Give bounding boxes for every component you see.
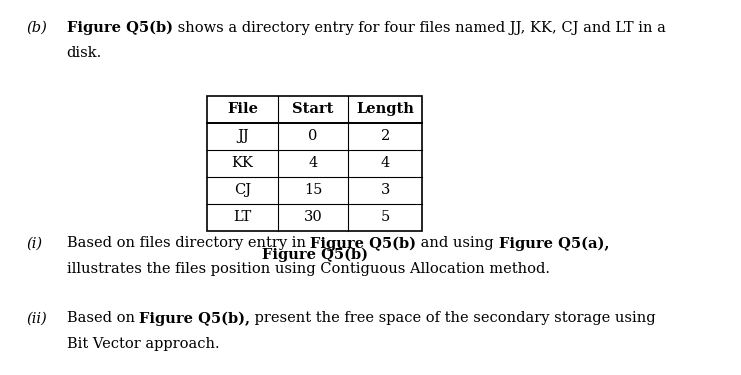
Text: JJ: JJ: [237, 129, 248, 143]
Text: 3: 3: [381, 183, 390, 197]
Text: Figure Q5(b): Figure Q5(b): [310, 236, 416, 250]
Text: Figure Q5(b): Figure Q5(b): [67, 21, 173, 35]
Text: disk.: disk.: [67, 46, 102, 60]
Text: 0: 0: [308, 129, 318, 143]
Text: Figure Q5(b): Figure Q5(b): [262, 248, 368, 262]
Text: present the free space of the secondary storage using: present the free space of the secondary …: [250, 311, 656, 325]
Text: Start: Start: [293, 102, 333, 116]
Text: 2: 2: [381, 129, 390, 143]
Text: (ii): (ii): [26, 311, 47, 325]
Text: illustrates the files position using Contiguous Allocation method.: illustrates the files position using Con…: [67, 262, 550, 276]
Text: 5: 5: [381, 210, 390, 224]
Text: CJ: CJ: [234, 183, 251, 197]
Bar: [207, 96, 422, 231]
Text: (b): (b): [26, 21, 47, 34]
Text: 4: 4: [381, 156, 390, 170]
Text: and using: and using: [416, 236, 499, 250]
Text: 30: 30: [304, 210, 322, 224]
Text: 4: 4: [308, 156, 318, 170]
Text: File: File: [227, 102, 258, 116]
Text: Based on files directory entry in: Based on files directory entry in: [67, 236, 310, 250]
Text: KK: KK: [232, 156, 253, 170]
Text: LT: LT: [233, 210, 252, 224]
Text: shows a directory entry for four files named JJ, KK, CJ and LT in a: shows a directory entry for four files n…: [173, 21, 665, 34]
Text: Length: Length: [356, 102, 414, 116]
Text: (i): (i): [26, 236, 42, 250]
Text: Bit Vector approach.: Bit Vector approach.: [67, 337, 219, 351]
Text: Figure Q5(b),: Figure Q5(b),: [139, 311, 250, 326]
Text: 15: 15: [304, 183, 322, 197]
Text: Figure Q5(a),: Figure Q5(a),: [499, 236, 609, 250]
Text: Based on: Based on: [67, 311, 139, 325]
